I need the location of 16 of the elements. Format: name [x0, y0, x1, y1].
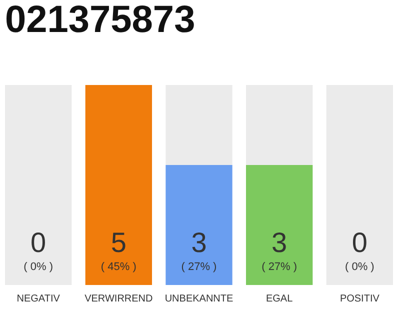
data-label: 5	[110, 227, 126, 258]
annotation: ( 27% )	[262, 261, 298, 273]
x-tick-label: POSITIV	[340, 294, 380, 304]
x-tick-label: NEGATIV	[16, 294, 60, 304]
x-tick-label: EGAL	[266, 294, 294, 304]
x-tick-label: VERWIRREND	[84, 294, 153, 304]
annotation: ( 0% )	[344, 261, 374, 273]
data-label: 3	[191, 227, 207, 258]
annotation: 0	[352, 227, 368, 258]
x-tick-label: UNBEKANNTE	[164, 294, 234, 304]
annotation: ( 27% )	[181, 261, 217, 273]
data-label: 3	[272, 227, 288, 258]
annotation: ( 45% )	[100, 261, 136, 273]
chart-title: 021375873	[5, 0, 196, 41]
annotation: 0	[30, 227, 46, 258]
annotation: ( 0% )	[24, 261, 54, 273]
